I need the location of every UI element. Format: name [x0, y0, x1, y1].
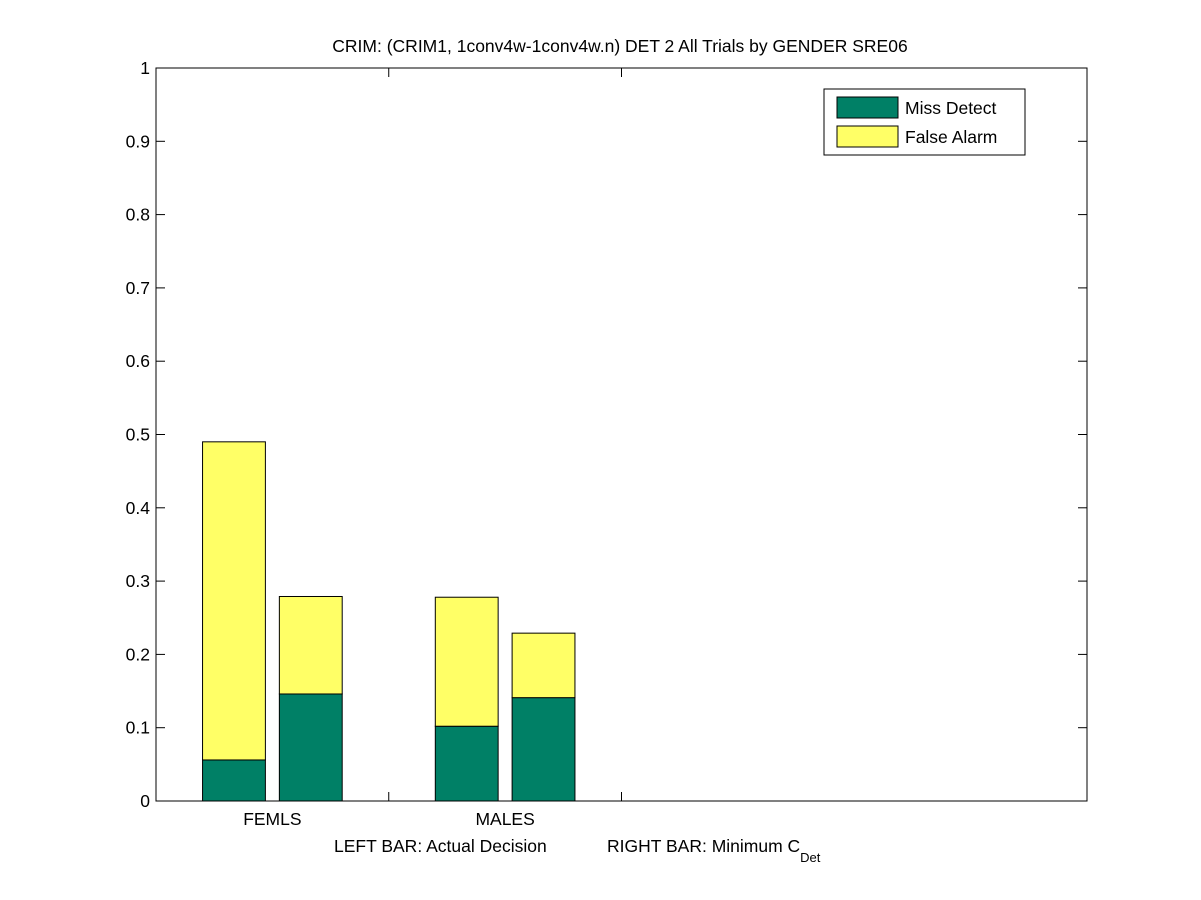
- legend: Miss Detect False Alarm: [823, 88, 1026, 156]
- y-tick-label: 0.8: [126, 205, 150, 225]
- bar-males-min-cdet-miss-detect: [511, 697, 576, 802]
- x-tick-label: FEMLS: [243, 809, 301, 829]
- y-tick-label: 0.7: [126, 278, 150, 298]
- legend-label-false-alarm: False Alarm: [905, 127, 997, 147]
- x-axis: FEMLS MALES: [243, 68, 622, 829]
- bar-males-actual-false-alarm: [434, 596, 499, 727]
- y-tick-label: 0.9: [126, 131, 150, 151]
- x-axis-label-right: RIGHT BAR: Minimum CDet: [607, 836, 821, 865]
- y-tick-label: 1: [140, 58, 150, 78]
- bar-femls-min-cdet-false-alarm: [278, 595, 343, 695]
- x-axis-label-right-prefix: RIGHT BAR: Minimum C: [607, 836, 800, 856]
- x-tick-label: MALES: [475, 809, 534, 829]
- plot-frame: [155, 67, 1088, 802]
- bars: [202, 441, 576, 802]
- bar-males-min-cdet-false-alarm: [511, 632, 576, 699]
- x-axis-label-left: LEFT BAR: Actual Decision: [334, 836, 547, 856]
- y-tick-label: 0.5: [126, 425, 150, 445]
- bar-femls-actual-miss-detect: [202, 759, 266, 802]
- y-tick-label: 0.6: [126, 351, 150, 371]
- y-tick-label: 0: [140, 791, 150, 811]
- bar-femls-actual-false-alarm: [202, 441, 266, 761]
- x-axis-label: LEFT BAR: Actual Decision RIGHT BAR: Min…: [334, 836, 821, 865]
- legend-swatch-false-alarm: [836, 125, 899, 148]
- chart-title: CRIM: (CRIM1, 1conv4w-1conv4w.n) DET 2 A…: [332, 36, 907, 56]
- y-axis: 0 0.1 0.2 0.3 0.4 0.5 0.6 0.7 0.8 0.9 1: [126, 58, 1087, 811]
- bar-males-actual-miss-detect: [434, 725, 499, 802]
- y-tick-label: 0.2: [126, 644, 150, 664]
- x-axis-label-right-subscript: Det: [800, 850, 821, 865]
- y-tick-label: 0.3: [126, 571, 150, 591]
- y-tick-label: 0.1: [126, 718, 150, 738]
- legend-label-miss-detect: Miss Detect: [905, 98, 997, 118]
- legend-swatch-miss-detect: [836, 96, 899, 119]
- bar-femls-min-cdet-miss-detect: [278, 693, 343, 802]
- y-tick-label: 0.4: [126, 498, 151, 518]
